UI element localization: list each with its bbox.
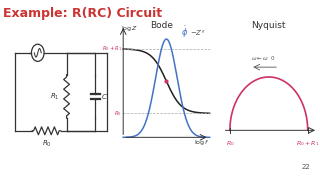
Text: $Z'$: $Z'$	[319, 126, 320, 135]
Text: $-Z^{\prime\prime}$: $-Z^{\prime\prime}$	[190, 28, 206, 38]
Text: $R_0$: $R_0$	[226, 139, 234, 148]
Text: $\log f$: $\log f$	[194, 138, 210, 147]
Text: Bode: Bode	[150, 21, 173, 30]
Text: $'$: $'$	[121, 29, 124, 34]
Text: Example: R(RC) Circuit: Example: R(RC) Circuit	[3, 7, 162, 20]
Text: $R_0+R_1$: $R_0+R_1$	[102, 44, 122, 53]
Text: $\dot{\phi}$: $\dot{\phi}$	[181, 24, 188, 40]
Text: Nyquist: Nyquist	[252, 21, 286, 30]
Text: $C$: $C$	[101, 92, 108, 101]
Text: $R_0$: $R_0$	[42, 139, 51, 149]
Text: 22: 22	[302, 164, 310, 170]
Text: $R_0$: $R_0$	[115, 109, 122, 118]
Text: $R_1$: $R_1$	[50, 91, 60, 102]
Text: $R_0+R_1$: $R_0+R_1$	[296, 139, 320, 148]
Text: $\log Z$: $\log Z$	[121, 24, 138, 33]
Text: $\omega\leftarrow\omega\ \ 0$: $\omega\leftarrow\omega\ \ 0$	[251, 53, 276, 62]
